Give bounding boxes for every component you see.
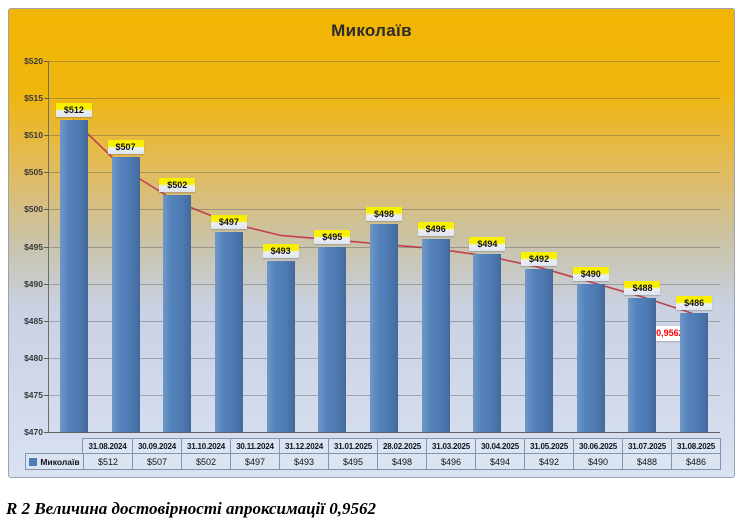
y-axis-tick-label: $500	[24, 204, 43, 215]
table-value-cell: $495	[328, 454, 377, 469]
table-date-cell: 30.04.2025	[475, 439, 524, 454]
legend-key: Миколаїв	[26, 454, 83, 469]
table-date-cell: 31.05.2025	[524, 439, 573, 454]
gridline	[48, 61, 720, 62]
table-value-cell: $498	[377, 454, 426, 469]
bar	[214, 231, 243, 432]
bar-value-label: $507	[107, 140, 144, 155]
y-axis-tick-label: $520	[24, 56, 43, 66]
table-value-cell: $490	[573, 454, 622, 469]
bar	[680, 313, 709, 432]
y-axis-tick	[44, 246, 48, 248]
y-axis-tick-label: $485	[24, 315, 43, 326]
bar-value-label: $495	[314, 229, 351, 244]
table-value-cell: $512	[83, 454, 132, 469]
y-axis-tick-label: $510	[24, 130, 43, 141]
y-axis-tick	[44, 61, 48, 62]
y-axis-tick	[44, 320, 48, 322]
y-axis-tick	[44, 283, 48, 285]
table-value-cell: $502	[181, 454, 230, 469]
bar-value-label: $498	[366, 207, 402, 222]
table-value-cell: $494	[475, 454, 524, 469]
y-axis-tick	[44, 172, 48, 174]
y-axis-tick	[44, 394, 48, 396]
table-date-cell: 30.11.2024	[230, 439, 279, 454]
y-axis-tick	[44, 135, 48, 137]
bar-value-label: $488	[624, 281, 661, 296]
y-axis-line	[48, 61, 49, 432]
bar	[525, 268, 554, 432]
y-axis-tick-label: $470	[24, 427, 43, 437]
bar	[111, 157, 140, 432]
bar-value-label: $486	[676, 296, 713, 311]
bar	[628, 298, 657, 432]
bar	[370, 224, 398, 432]
y-axis-tick-label: $495	[24, 241, 43, 252]
bar-value-label: $490	[572, 266, 609, 281]
bar	[318, 246, 347, 432]
table-date-cell: 31.08.2025	[671, 439, 720, 454]
table-value-cell: $507	[132, 454, 181, 469]
table-value-cell: $497	[230, 454, 279, 469]
table-value-cell: $493	[279, 454, 328, 469]
table-value-cell: $488	[622, 454, 671, 469]
data-table-values-row: Миколаїв $512 $507 $502 $497 $493 $495 $498 $496…	[25, 453, 721, 470]
table-date-cell: 30.06.2025	[573, 439, 622, 454]
y-axis-tick-label: $505	[24, 167, 43, 178]
y-axis-tick-label: $475	[24, 389, 43, 400]
x-axis-line	[48, 432, 720, 433]
gridline	[48, 172, 720, 174]
bar	[266, 261, 295, 432]
table-date-cell: 28.02.2025	[377, 439, 426, 454]
bar	[421, 239, 450, 432]
bar	[576, 283, 605, 432]
table-value-cell: $496	[426, 454, 475, 469]
bar-value-label: $492	[521, 251, 558, 266]
bar-value-label: $493	[262, 244, 299, 259]
gridline	[48, 135, 720, 137]
bar-value-label: $497	[210, 214, 247, 229]
y-axis-tick	[44, 432, 48, 433]
y-axis-tick	[44, 98, 48, 100]
bar-value-label: $502	[159, 177, 196, 192]
y-axis-tick	[44, 357, 48, 359]
legend-series-name: Миколаїв	[40, 456, 80, 467]
table-date-cell: 31.12.2024	[279, 439, 328, 454]
legend-color-swatch-icon	[29, 457, 38, 466]
bar-value-label: $512	[55, 103, 92, 118]
chart-title: Миколаїв	[331, 21, 412, 40]
bar	[59, 120, 88, 432]
table-date-cell: 31.01.2025	[328, 439, 377, 454]
chart-figure: Миколаїв R² = 0,9562 31.08.2024 30.09.202…	[8, 8, 735, 478]
bar-value-label: $494	[469, 236, 506, 251]
figure-caption: R 2 Величина достовірності апроксимації …	[6, 499, 376, 518]
table-date-cell: 31.10.2024	[181, 439, 230, 454]
bar	[163, 194, 192, 432]
table-value-cell: $492	[524, 454, 573, 469]
table-date-cell: 31.03.2025	[426, 439, 475, 454]
y-axis-tick	[44, 209, 48, 211]
y-axis-tick-label: $480	[24, 352, 43, 363]
bar-value-label: $496	[417, 222, 454, 237]
table-date-cell: 31.08.2024	[83, 439, 132, 454]
y-axis-tick-label: $490	[24, 278, 43, 289]
gridline	[48, 98, 720, 100]
table-value-cell: $486	[671, 454, 720, 469]
bar	[473, 253, 502, 432]
y-axis-tick-label: $515	[24, 93, 43, 104]
table-date-cell: 30.09.2024	[132, 439, 181, 454]
data-table-dates-row: 31.08.2024 30.09.2024 31.10.2024 30.11.2024…	[82, 438, 721, 454]
table-date-cell: 31.07.2025	[622, 439, 671, 454]
